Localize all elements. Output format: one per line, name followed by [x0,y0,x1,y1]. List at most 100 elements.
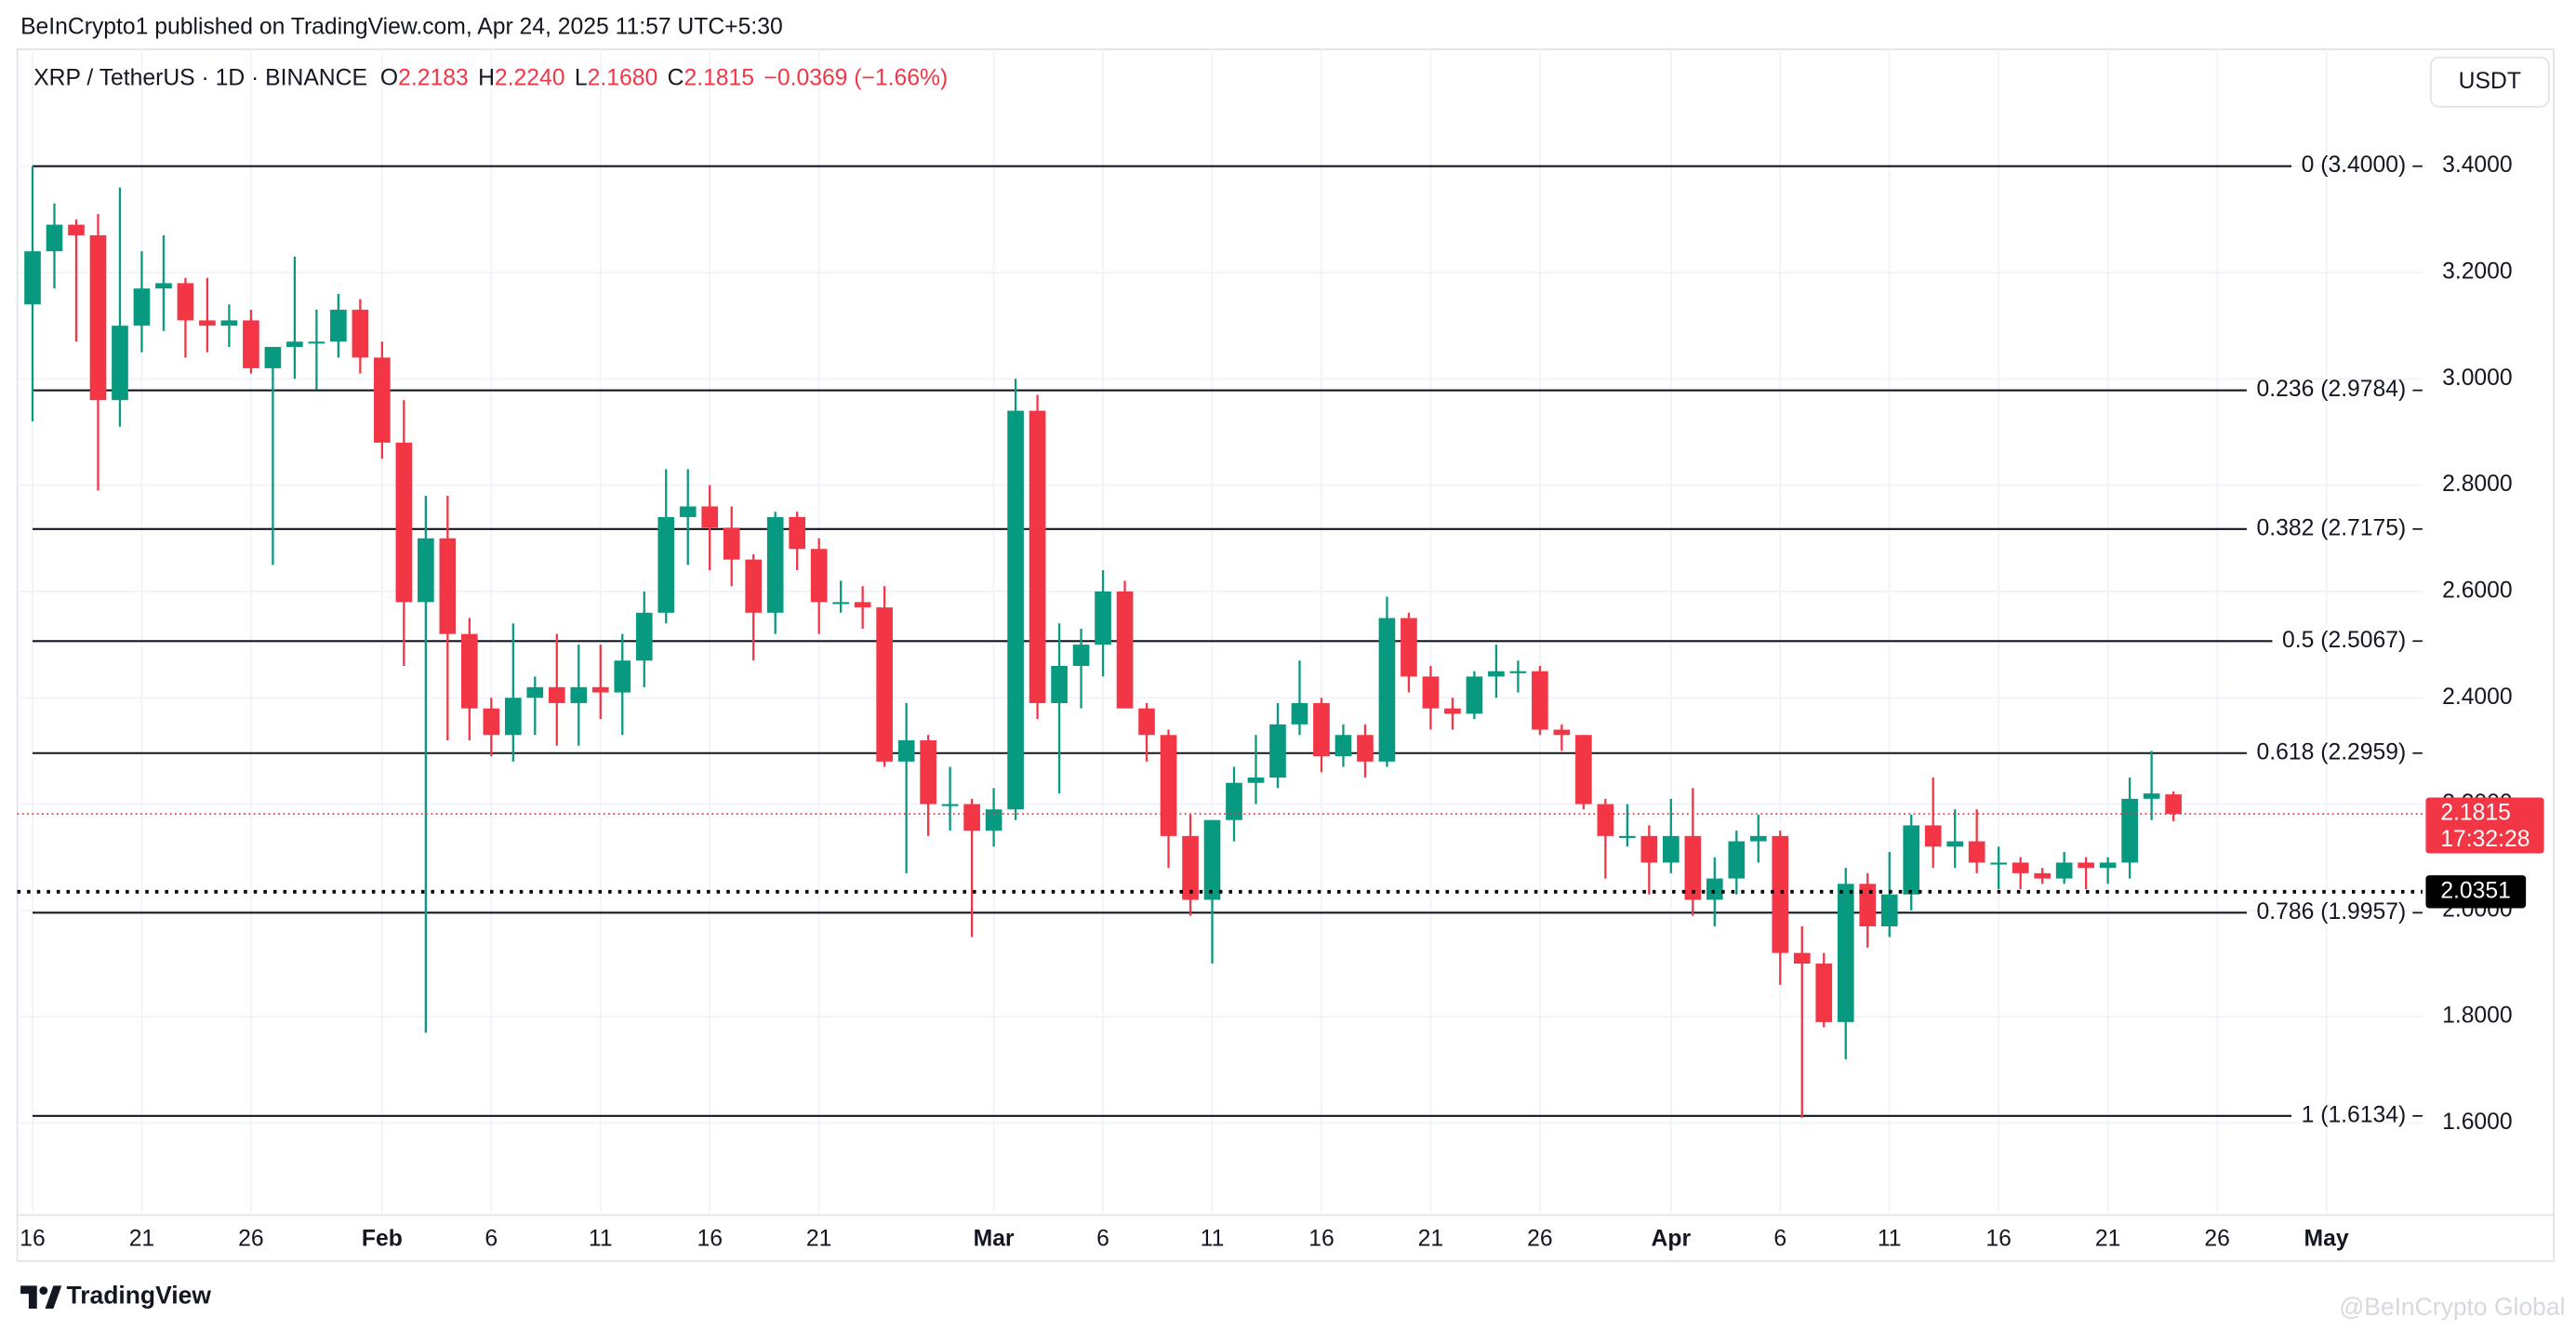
close-label: C [668,65,684,90]
candle-body [46,224,63,252]
fib-label: 0 (3.4000) [2302,153,2407,178]
candle-body [1772,835,1789,953]
candle-body [1619,835,1636,838]
candle-body [1640,835,1658,863]
x-tick-label: 6 [485,1226,498,1251]
candle-body [526,686,544,698]
candle-body [504,698,522,736]
fib-label: 0.382 (2.7175) [2257,515,2407,540]
candle-body [89,235,107,401]
candle-body [1051,665,1068,703]
currency-label[interactable]: USDT [2459,69,2521,94]
candle-body [679,506,697,517]
candle-body [1509,671,1527,673]
candle-body [1138,708,1155,736]
x-tick-label: 26 [2204,1226,2229,1251]
candle-body [439,538,457,634]
candle-body [2099,862,2117,869]
horizontal-line-box [2425,875,2527,909]
candle-body [2121,798,2138,863]
x-tick-label: 6 [1773,1226,1786,1251]
symbol: XRP / TetherUS · 1D · BINANCE [33,65,367,90]
candle-body [2078,862,2094,869]
candle-body [243,320,259,368]
low-value: 2.1680 [588,65,658,90]
candle-body [1924,825,1942,847]
candle-body [1357,735,1374,762]
candle-body [1116,591,1134,709]
y-tick-label: 2.6000 [2442,578,2513,603]
x-tick-label: 16 [697,1226,722,1251]
candle-body [1247,777,1265,783]
candle-body [374,357,391,443]
candle-body [1095,591,1111,645]
candle-body [133,288,151,326]
candle-body [1575,735,1592,805]
candle-body [897,739,915,762]
y-tick-label: 3.2000 [2442,259,2513,285]
candle-body [1597,804,1614,836]
candle-body [1269,724,1286,778]
y-tick-label: 3.0000 [2442,366,2513,391]
x-tick-label: 21 [1418,1226,1443,1251]
candle-body [177,283,194,321]
candle-body [810,549,828,603]
fib-label: 0.236 (2.9784) [2257,377,2407,402]
logo-dot [39,1286,48,1296]
x-tick-label: Apr [1652,1226,1692,1251]
candle-body [1968,841,1985,863]
plot [17,165,2423,1118]
candle-body [1815,964,1833,1022]
y-tick-label: 2.4000 [2442,685,2513,710]
chart-frame [16,48,2556,1262]
fib-label: 0.5 (2.5067) [2282,628,2406,653]
candle-body [854,602,871,608]
published-line: BeInCrypto1 published on TradingView.com… [20,15,783,40]
candle-body [1444,708,1461,714]
candle-body [330,310,347,342]
candle-body [286,341,303,348]
currency-button[interactable] [2429,56,2550,108]
candle-body [657,516,675,613]
candle-body [1072,645,1090,666]
x-tick-label: 21 [2095,1226,2120,1251]
countdown: 17:32:28 [2440,827,2530,852]
candle-body [24,251,41,305]
x-tick-label: 16 [20,1226,45,1251]
candle-body [1706,878,1723,900]
low-label: L [575,65,588,90]
candle-body [723,527,740,560]
candle-body [1203,819,1221,900]
candle-body [308,341,325,344]
candle-body [570,686,588,703]
candle-body [1946,841,1964,847]
candle-body [920,739,936,805]
x-tick-label: 26 [1527,1226,1552,1251]
candle-body [985,809,1003,831]
x-tick-label: 11 [1201,1226,1225,1251]
candle-body [2055,862,2073,879]
fib-label: 0.618 (2.2959) [2257,739,2407,765]
candle-body [1749,835,1767,842]
candle-body [460,633,478,709]
candle-body [2165,794,2182,815]
candle-body [1662,835,1680,863]
candle-body [1029,410,1046,703]
candle-body [1553,729,1571,736]
fib-label: 0.786 (1.9957) [2257,899,2407,924]
x-tick-label: 16 [1308,1226,1334,1251]
last-price-label: 2.1815 [2440,801,2511,826]
y-tick-label: 3.4000 [2442,153,2513,178]
candle-body [1182,835,1199,900]
candle-body [220,320,238,326]
x-tick-label: Mar [974,1226,1015,1251]
candle-body [352,310,369,358]
candle-body [876,607,893,762]
candle-body [1488,671,1505,677]
candle-body [1160,735,1177,836]
candle-body [1793,952,1811,964]
candle-body [832,602,849,605]
change: −0.0369 (−1.66%) [764,65,948,90]
candle-body [483,708,500,736]
